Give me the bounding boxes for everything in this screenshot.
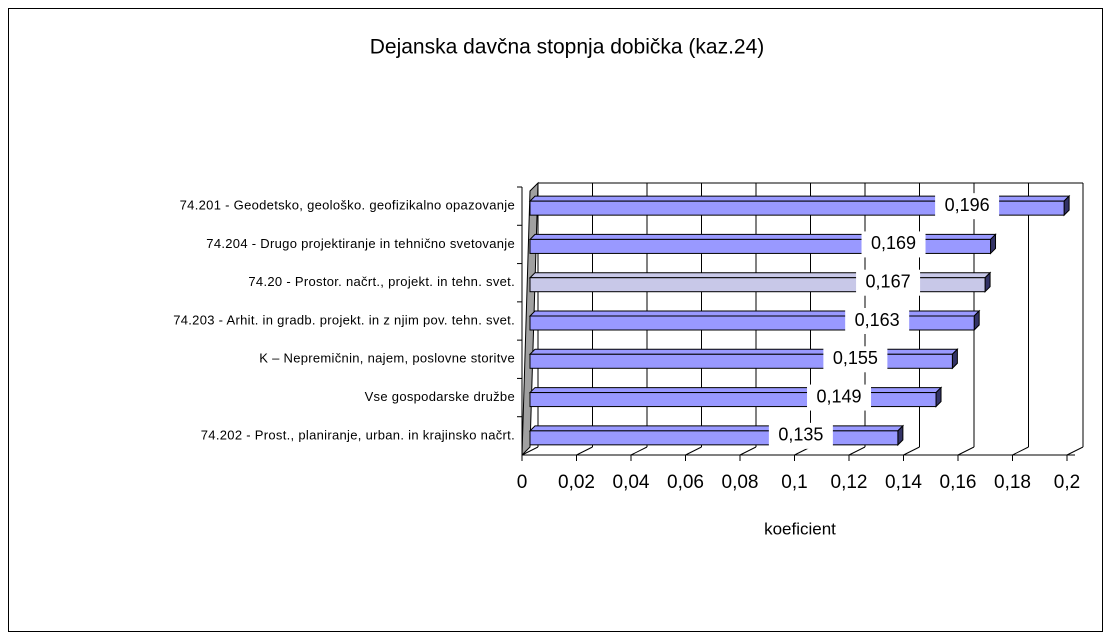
grid-floor — [957, 446, 975, 456]
value-label: 0,163 — [855, 310, 900, 330]
value-label-box — [856, 269, 921, 296]
grid-floor — [630, 446, 648, 456]
grid-floor — [521, 446, 539, 456]
x-tick-label: 0,16 — [940, 472, 977, 493]
x-tick-label: 0,06 — [667, 472, 704, 493]
bar-top — [528, 348, 959, 355]
grid-floor — [739, 446, 757, 456]
x-tick-label: 0,1 — [781, 472, 807, 493]
value-label-box — [823, 346, 888, 373]
bar — [529, 392, 937, 408]
x-tick-label: 0,12 — [831, 472, 868, 493]
value-label-box — [845, 308, 910, 334]
x-axis-label: koeficient — [764, 519, 836, 538]
y-tick-label: K – Nepremičnin, najem, poslovne storitv… — [259, 351, 515, 366]
y-tick-label: 74.204 - Drugo projektiranje in tehnično… — [206, 236, 515, 251]
value-label: 0,135 — [778, 425, 823, 445]
value-label-box — [768, 422, 833, 449]
y-tick-label: 74.201 - Geodetsko, geološko. geofizikal… — [180, 198, 515, 213]
bar-top — [528, 233, 997, 240]
y-tick-label: 74.20 - Prostor. načrt., projekt. in teh… — [248, 274, 515, 289]
x-tick-label: 0 — [517, 472, 528, 493]
x-tick-label: 0,2 — [1054, 472, 1080, 493]
x-tick-label: 0,18 — [994, 472, 1031, 493]
x-tick-label: 0,14 — [885, 472, 922, 493]
chart-title: Dejanska davčna stopnja dobička (kaz.24) — [370, 36, 765, 59]
grid-floor — [1066, 446, 1084, 456]
bar — [529, 200, 1065, 216]
value-label: 0,169 — [871, 233, 916, 253]
bar-top — [528, 310, 981, 317]
bar-top — [528, 387, 943, 394]
value-label-box — [861, 231, 926, 258]
grid-floor — [848, 446, 866, 456]
grid-floor — [576, 446, 593, 456]
bar — [529, 353, 953, 369]
value-label: 0,149 — [817, 386, 862, 406]
value-label: 0,167 — [866, 271, 911, 291]
y-tick-label: 74.202 - Prost., planiranje, urban. in k… — [201, 427, 515, 442]
grid-floor — [903, 446, 920, 456]
x-tick-label: 0,02 — [558, 472, 595, 493]
value-label: 0,196 — [945, 195, 990, 215]
x-tick-label: 0,08 — [722, 472, 759, 493]
bar — [529, 430, 899, 446]
bar-top — [528, 272, 992, 279]
value-label: 0,155 — [833, 348, 878, 368]
value-label-box — [807, 384, 872, 411]
x-tick-label: 0,04 — [613, 472, 650, 493]
y-tick-label: 74.203 - Arhit. in gradb. projekt. in z … — [173, 312, 515, 327]
value-label-box — [935, 193, 1000, 220]
bar-top — [528, 425, 905, 432]
grid-floor — [685, 446, 702, 456]
grid-floor — [1012, 446, 1029, 456]
y-tick-label: Vse gospodarske družbe — [365, 389, 515, 404]
